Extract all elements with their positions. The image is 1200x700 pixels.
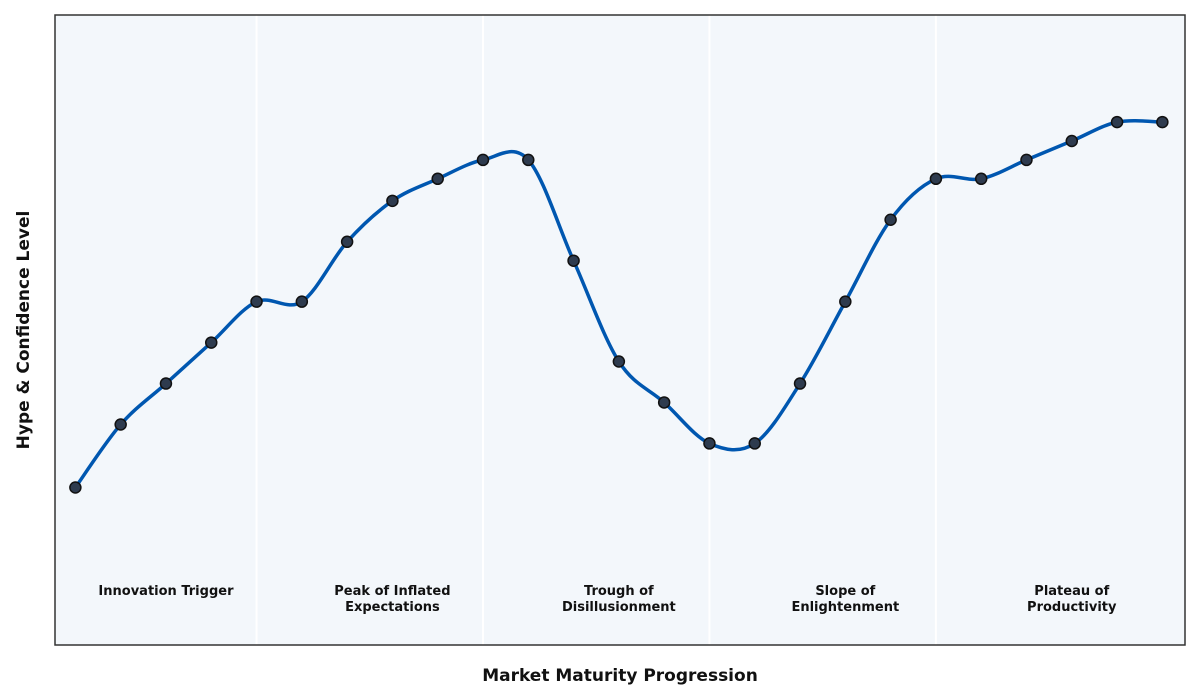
data-point-7: [340, 235, 354, 249]
data-point-17: [793, 377, 807, 390]
data-point-1: [69, 481, 82, 494]
phase-label-5: Plateau of Productivity: [1027, 584, 1117, 615]
data-point-6: [295, 295, 309, 308]
data-point-4: [205, 336, 218, 349]
phase-label-1: Innovation Trigger: [98, 584, 234, 599]
phase-label-2: Peak of Inflated Expectations: [334, 584, 450, 615]
data-point-14: [657, 396, 671, 409]
data-point-3: [159, 377, 173, 390]
data-points: [69, 115, 1169, 494]
data-point-15: [703, 437, 716, 450]
plot-background: [55, 15, 1185, 645]
phase-labels: Innovation Trigger Peak of Inflated Expect…: [98, 584, 1117, 615]
data-point-19: [884, 213, 897, 226]
data-point-10: [476, 153, 490, 167]
phase-label-4: Slope of Enlightenment: [791, 584, 899, 615]
data-point-12: [567, 254, 580, 267]
data-point-5: [250, 295, 263, 308]
data-point-13: [612, 355, 626, 368]
data-point-18: [839, 295, 852, 308]
data-point-2: [114, 418, 127, 431]
data-point-25: [1156, 115, 1169, 129]
phase-dividers: [255, 15, 937, 645]
data-point-20: [929, 172, 943, 186]
data-point-22: [1020, 153, 1033, 167]
y-axis-title: Hype & Confidence Level: [14, 211, 34, 450]
plot-frame: [54, 14, 1186, 646]
x-axis-title: Market Maturity Progression: [482, 666, 758, 686]
data-point-8: [386, 194, 399, 208]
data-point-11: [522, 153, 535, 167]
phase-label-3: Trough of Disillusionment: [562, 584, 676, 615]
data-point-24: [1110, 115, 1124, 129]
data-point-23: [1065, 134, 1079, 148]
data-point-9: [431, 172, 444, 186]
data-point-21: [974, 172, 988, 186]
data-point-16: [748, 437, 761, 450]
